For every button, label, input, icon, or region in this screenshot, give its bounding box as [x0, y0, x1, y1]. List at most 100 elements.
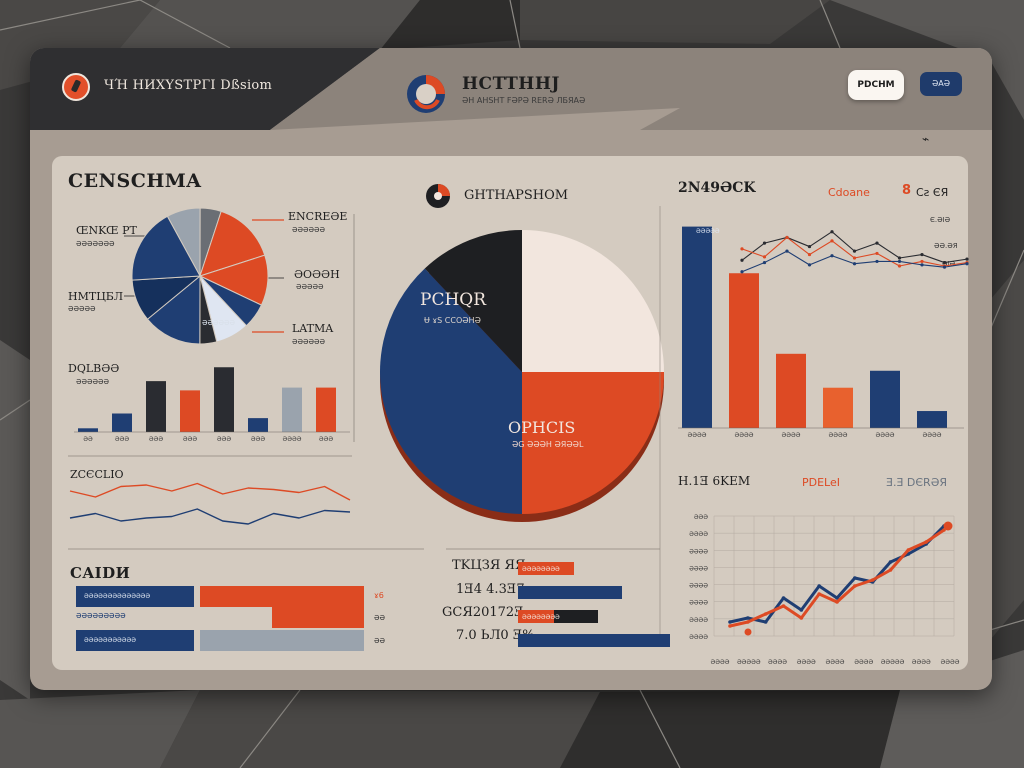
right-bars-tick-2: ƏƏƏƏ: [735, 432, 754, 439]
right-title: 2N49ƏCK: [678, 180, 756, 196]
secondary-button[interactable]: ƏAƏ: [920, 72, 962, 96]
right-top-lines-s3-point-10: [942, 265, 947, 269]
right-top-lines-s2-point-3: [785, 235, 789, 240]
pie-left-sub-2: ƏƏƏƏƏ: [68, 305, 96, 313]
hbar-3: ƏƏƏƏƏƏƏƏƏƏƏ: [76, 630, 194, 651]
right-bottom-s2-point-1: [728, 624, 732, 628]
x-tick-4: ƏƏƏƏ: [797, 659, 816, 666]
right-bars-tick-3: ƏƏƏƏ: [782, 432, 801, 439]
center-hbar-4: [562, 634, 670, 647]
link-icon[interactable]: ⌁: [922, 132, 930, 146]
right-bars-bar-5: [870, 370, 900, 428]
right-bottom-s1-point-8: [853, 576, 857, 580]
left-bars-tick-1: ƏƏ: [83, 436, 93, 443]
left-bar-title: DQLBƏƏ: [68, 362, 120, 375]
center-hbar-3-prefix: [518, 610, 554, 623]
x-tick-2: ƏƏƏƏƏ: [737, 659, 761, 666]
right-top-lines-s3-point-1: [740, 270, 744, 274]
right-bottom-s2-point-6: [817, 592, 821, 596]
right-top-lines-s1-point-4: [807, 244, 812, 249]
right-top-lines-s1-point-1: [740, 258, 744, 262]
center-pie-slice-2: [522, 372, 664, 514]
right-bottom-s2-point-8: [853, 584, 857, 588]
right-bars-tick-1: ƏƏƏƏ: [688, 432, 707, 439]
left-bars-tick-6: ƏƏƏ: [251, 436, 265, 443]
hbar-2-label: ƏƏƏƏƏƏƏƏƏ: [76, 612, 126, 620]
right-top-lines-s2-point-1: [740, 247, 744, 251]
center-pie-sub-bottom: ƏG ƏƏƏH ƏЯƏƏL: [512, 440, 584, 449]
left-dividers: [68, 455, 424, 550]
hbar-2-orange: [272, 607, 364, 628]
dashboard-window: ЧΉ HИXYSTPГI Dßsiom HCTTHHJ ƏH AHSHT FƏP…: [30, 48, 992, 690]
right-top-lines-s1-point-9: [920, 252, 924, 257]
right-top-lines-s1-point-8: [897, 256, 902, 260]
left-bars-bar-2: [112, 413, 132, 432]
right-bottom-series-2: [729, 528, 945, 628]
right-legend-2: Cƨ ЄЯ: [916, 186, 949, 199]
center-hbar-2: [518, 586, 622, 599]
hbar-1-suffix: ɤ6: [374, 591, 384, 600]
left-pie-slice-8: [146, 274, 201, 345]
pie-right-sub-2: ƏƏƏƏƏ: [296, 283, 324, 291]
right-tick-3: ƏIƏ: [942, 260, 956, 268]
center-logo-icon: [407, 75, 445, 113]
center-chart-title: GHTHAPSHOM: [464, 188, 569, 203]
center-pie-label-bottom: OPHCIS: [508, 418, 576, 437]
right-bottom-s1-point-10: [888, 560, 893, 564]
pie-left-label-1: ŒNKŒ PT: [76, 224, 137, 237]
right-top-lines-s2-point-2: [762, 255, 767, 259]
left-bars-tick-7: ƏƏƏƏ: [283, 436, 302, 443]
x-tick-1: ƏƏƏƏ: [711, 659, 730, 666]
y-tick-8: ƏƏƏƏ: [689, 634, 708, 641]
center-dividers: [446, 206, 661, 646]
x-tick-6: ƏƏƏƏ: [854, 659, 873, 666]
left-bars-bar-3: [146, 381, 166, 432]
left-bars-bar-8: [316, 387, 336, 432]
pie-right-label-3: LATMA: [292, 322, 334, 335]
right-top-lines-s2-point-7: [875, 251, 879, 256]
right-bar-inner-label: ƏƏƏƏƏ: [696, 228, 720, 235]
y-tick-6: ƏƏƏƏ: [689, 600, 708, 607]
table-row-1: TKЦЗЯ ЯЯ: [452, 558, 526, 573]
hbar-3-label: ƏƏƏƏƏƏƏƏƏƏƏ: [84, 637, 136, 644]
right-legend-2-glyph: 8: [902, 183, 912, 198]
y-tick-4: ƏƏƏƏ: [689, 565, 708, 572]
right-bars-tick-4: ƏƏƏƏ: [829, 432, 848, 439]
right-top-lines-s2-point-6: [852, 256, 857, 260]
right-bottom-s2-point-5: [799, 616, 804, 620]
left-bars-bar-6: [248, 418, 268, 432]
right-legend-1: Cdoane: [828, 186, 870, 199]
right-bottom-s2-point-3: [763, 612, 768, 616]
pie-left-label-2: HMTЦБЛ: [68, 290, 124, 303]
x-tick-5: ƏƏƏƏ: [826, 659, 845, 666]
right-bottom-s2-point-4: [781, 604, 786, 608]
right-bottom-series-1: [729, 524, 946, 624]
right-bottom-s2-point-9: [870, 578, 875, 582]
x-tick-9: ƏƏƏƏ: [941, 659, 960, 666]
right-top-lines-s3-point-4: [807, 263, 812, 267]
left-lines-series-1: [69, 482, 351, 501]
right-top-lines-s1-point-7: [875, 241, 879, 245]
right-bottom-start-marker: [744, 628, 752, 636]
right-bottom-end-marker: [943, 521, 953, 531]
right-bottom-s2-point-11: [906, 548, 911, 552]
left-bars-bar-4: [180, 390, 200, 432]
left-line-title: ZCЄCLIO: [70, 468, 124, 481]
center-pie-slice-1: [522, 230, 664, 372]
right-top-lines-s3-point-3: [785, 249, 789, 253]
left-bars-tick-3: ƏƏƏ: [149, 436, 163, 443]
center-pie-slice-4: [424, 230, 522, 372]
right-bars-bar-1: [682, 226, 712, 428]
left-lines-series-2: [69, 508, 351, 525]
primary-button[interactable]: PDCHM: [848, 70, 904, 100]
left-bars-bar-5: [214, 367, 234, 432]
center-subtitle: ƏH AHSHT FƏPƏ RERƏ ЛБЯАƏ: [462, 96, 586, 105]
right-bars-bar-3: [776, 353, 806, 428]
y-tick-7: ƏƏƏƏ: [689, 617, 708, 624]
right-top-lines-s3-point-11: [965, 262, 969, 266]
right-bottom-s1-point-6: [817, 584, 821, 588]
brand-logo-icon[interactable]: [62, 73, 90, 101]
pie-right-sub-3: ƏƏƏƏƏƏ: [292, 338, 326, 346]
left-bars-tick-2: ƏƏƏ: [115, 436, 129, 443]
